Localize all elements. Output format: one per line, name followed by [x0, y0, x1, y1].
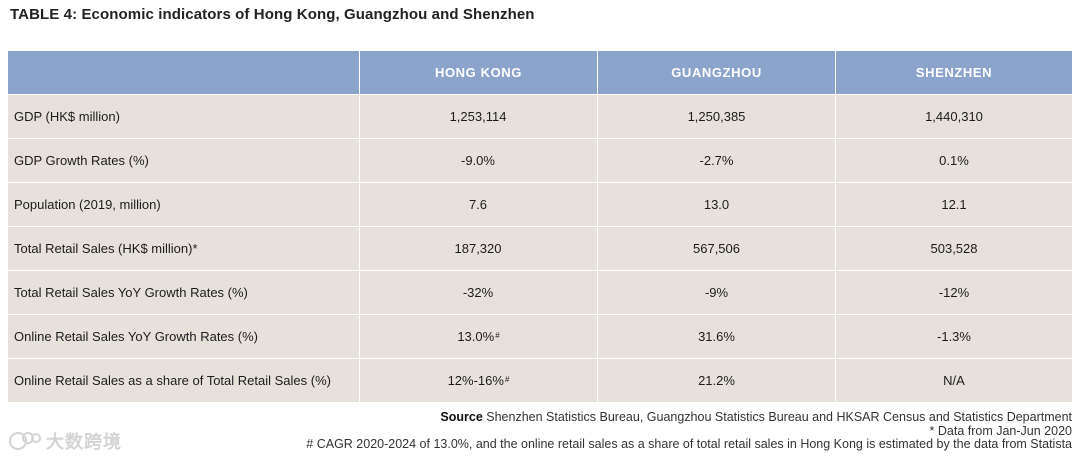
- cell-guangzhou: -9%: [597, 271, 835, 315]
- table-notes: Source Shenzhen Statistics Bureau, Guang…: [306, 410, 1072, 452]
- source-label: Source: [440, 410, 483, 424]
- cell-shenzhen: 1,440,310: [835, 95, 1072, 139]
- cell-guangzhou: 31.6%: [597, 315, 835, 359]
- cell-guangzhou: 1,250,385: [597, 95, 835, 139]
- cell-value: 12%-16%: [447, 373, 504, 388]
- row-label: GDP Growth Rates (%): [8, 139, 359, 183]
- cell-shenzhen: N/A: [835, 359, 1072, 403]
- cell-guangzhou: 567,506: [597, 227, 835, 271]
- watermark: 大数跨境: [8, 428, 122, 454]
- cell-shenzhen: 0.1%: [835, 139, 1072, 183]
- source-text: Shenzhen Statistics Bureau, Guangzhou St…: [486, 410, 1072, 424]
- cell-shenzhen: 503,528: [835, 227, 1072, 271]
- page-title: TABLE 4: Economic indicators of Hong Kon…: [10, 6, 535, 23]
- header-cell-guangzhou: GUANGZHOU: [597, 51, 835, 95]
- cell-hong-kong: 13.0% #: [359, 315, 597, 359]
- row-label: Total Retail Sales (HK$ million)*: [8, 227, 359, 271]
- cell-shenzhen: 12.1: [835, 183, 1072, 227]
- cell-value: -9.0%: [461, 153, 495, 168]
- row-label: Online Retail Sales as a share of Total …: [8, 359, 359, 403]
- row-label: Total Retail Sales YoY Growth Rates (%): [8, 271, 359, 315]
- cell-hong-kong: -9.0%: [359, 139, 597, 183]
- cell-guangzhou: 13.0: [597, 183, 835, 227]
- header-cell-blank: [8, 51, 359, 95]
- row-label: Online Retail Sales YoY Growth Rates (%): [8, 315, 359, 359]
- header-cell-hong-kong: HONG KONG: [359, 51, 597, 95]
- cell-value: 7.6: [468, 197, 488, 212]
- hash-note: # CAGR 2020-2024 of 13.0%, and the onlin…: [306, 437, 1072, 451]
- header-cell-shenzhen: SHENZHEN: [835, 51, 1072, 95]
- row-label: GDP (HK$ million): [8, 95, 359, 139]
- cell-hong-kong: 7.6: [359, 183, 597, 227]
- logo-icon: [9, 432, 41, 450]
- indicators-table: HONG KONG GUANGZHOU SHENZHEN GDP (HK$ mi…: [8, 51, 1072, 403]
- cell-shenzhen: -12%: [835, 271, 1072, 315]
- cell-hong-kong: 12%-16% #: [359, 359, 597, 403]
- cell-shenzhen: -1.3%: [835, 315, 1072, 359]
- watermark-text: 大数跨境: [46, 432, 122, 452]
- cell-hong-kong: 187,320: [359, 227, 597, 271]
- asterisk-note: * Data from Jan-Jun 2020: [929, 423, 1072, 438]
- cell-hong-kong: -32%: [359, 271, 597, 315]
- cell-value: 13.0%: [457, 329, 495, 344]
- cell-hong-kong: 1,253,114: [359, 95, 597, 139]
- source-note: Source Shenzhen Statistics Bureau, Guang…: [306, 410, 1072, 425]
- cell-guangzhou: -2.7%: [597, 139, 835, 183]
- cell-guangzhou: 21.2%: [597, 359, 835, 403]
- cell-value: 1,253,114: [449, 109, 507, 124]
- cell-value: -32%: [462, 285, 494, 300]
- row-label: Population (2019, million): [8, 183, 359, 227]
- cell-value: 187,320: [454, 241, 502, 256]
